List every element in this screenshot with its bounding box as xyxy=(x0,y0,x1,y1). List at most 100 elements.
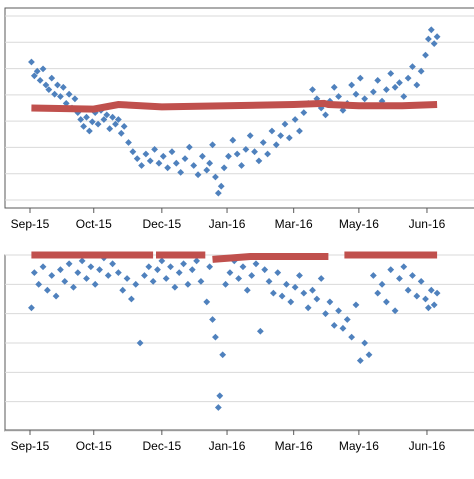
data-point xyxy=(104,272,112,279)
data-point xyxy=(197,278,205,285)
data-point xyxy=(57,266,64,274)
data-point xyxy=(233,150,241,158)
chart-bottom: Sep-15 Oct-15 Dec-15 Jan-16 Mar-16 May-16 Jun-… xyxy=(4,251,474,453)
data-point xyxy=(78,257,86,265)
data-point xyxy=(168,148,176,156)
x-tick-label: Jun-16 xyxy=(409,217,446,231)
data-point xyxy=(185,143,193,151)
data-point xyxy=(269,289,277,297)
x-axis: Sep-15 Oct-15 Dec-15 Jan-16 Mar-16 May-16 Jun-… xyxy=(5,207,474,231)
data-point xyxy=(184,280,192,288)
data-point xyxy=(382,86,390,93)
data-point xyxy=(259,139,267,146)
data-point xyxy=(149,278,157,285)
data-point xyxy=(77,116,85,123)
data-point xyxy=(125,139,132,146)
data-point xyxy=(252,260,260,268)
data-point xyxy=(277,132,285,139)
data-point xyxy=(225,152,232,160)
data-point xyxy=(65,260,73,268)
data-point xyxy=(43,286,51,294)
data-point xyxy=(352,301,360,309)
data-point xyxy=(369,88,377,96)
data-point xyxy=(304,304,312,312)
data-point xyxy=(114,116,122,123)
data-point xyxy=(142,150,150,158)
data-point xyxy=(74,269,82,276)
trend-series xyxy=(31,251,438,263)
data-point xyxy=(356,74,364,82)
data-point xyxy=(96,266,103,274)
data-point xyxy=(396,275,403,282)
data-point xyxy=(51,90,59,98)
data-point xyxy=(133,155,141,162)
data-point xyxy=(120,123,128,130)
data-point xyxy=(422,51,429,59)
scatter-series xyxy=(28,26,441,197)
data-point xyxy=(88,118,96,126)
data-point xyxy=(251,148,258,156)
trend-line xyxy=(31,99,438,113)
data-point xyxy=(296,272,303,279)
x-tick-label: Jun-16 xyxy=(409,439,446,453)
data-point xyxy=(57,93,64,100)
data-point xyxy=(378,280,386,288)
data-point xyxy=(352,90,360,98)
data-point xyxy=(283,280,290,288)
data-point xyxy=(194,171,202,179)
chart-panel-top: Sep-15 Oct-15 Dec-15 Jan-16 Mar-16 May-16 Jun-… xyxy=(4,7,474,231)
data-point xyxy=(409,272,416,279)
data-point xyxy=(361,95,369,103)
data-point xyxy=(222,280,229,288)
data-point xyxy=(190,162,198,169)
data-point xyxy=(209,141,216,149)
data-point xyxy=(369,272,377,279)
data-point xyxy=(296,127,303,135)
data-point xyxy=(300,109,308,116)
data-point xyxy=(422,295,429,303)
data-point xyxy=(85,127,93,135)
data-point xyxy=(52,292,60,300)
data-point xyxy=(348,333,356,341)
data-point xyxy=(243,286,251,294)
x-tick-label: Oct-15 xyxy=(76,439,112,453)
data-point xyxy=(404,286,412,294)
chart-top: Sep-15 Oct-15 Dec-15 Jan-16 Mar-16 May-16 Jun-… xyxy=(4,7,474,231)
x-tick-label: Dec-15 xyxy=(142,439,181,453)
data-point xyxy=(117,129,125,137)
data-point xyxy=(30,269,38,276)
data-point xyxy=(65,90,73,98)
x-tick-label: May-16 xyxy=(339,439,379,453)
data-point xyxy=(261,266,269,274)
data-point xyxy=(42,81,50,89)
data-point xyxy=(427,26,435,34)
data-point xyxy=(158,257,166,265)
data-point xyxy=(404,74,412,82)
data-point xyxy=(417,278,425,285)
data-point xyxy=(45,86,53,93)
data-point xyxy=(141,272,148,279)
data-point xyxy=(94,120,102,128)
data-point xyxy=(413,292,421,300)
data-point xyxy=(62,100,70,107)
data-point xyxy=(417,67,425,75)
data-point xyxy=(272,141,280,149)
data-point xyxy=(287,298,295,306)
data-point xyxy=(132,280,140,288)
data-point xyxy=(151,146,158,153)
data-point xyxy=(214,189,222,197)
x-tick-label: Oct-15 xyxy=(76,217,112,231)
data-point xyxy=(48,74,56,82)
data-point xyxy=(112,120,119,128)
x-tick-label: Jan-16 xyxy=(209,217,246,231)
data-point xyxy=(91,109,99,116)
data-point xyxy=(216,392,224,400)
x-tick-label: Sep-15 xyxy=(11,439,50,453)
data-point xyxy=(330,83,338,91)
data-point xyxy=(203,166,211,174)
data-point xyxy=(103,111,111,119)
data-point xyxy=(281,120,289,128)
data-point xyxy=(33,67,41,75)
data-point xyxy=(209,316,216,323)
